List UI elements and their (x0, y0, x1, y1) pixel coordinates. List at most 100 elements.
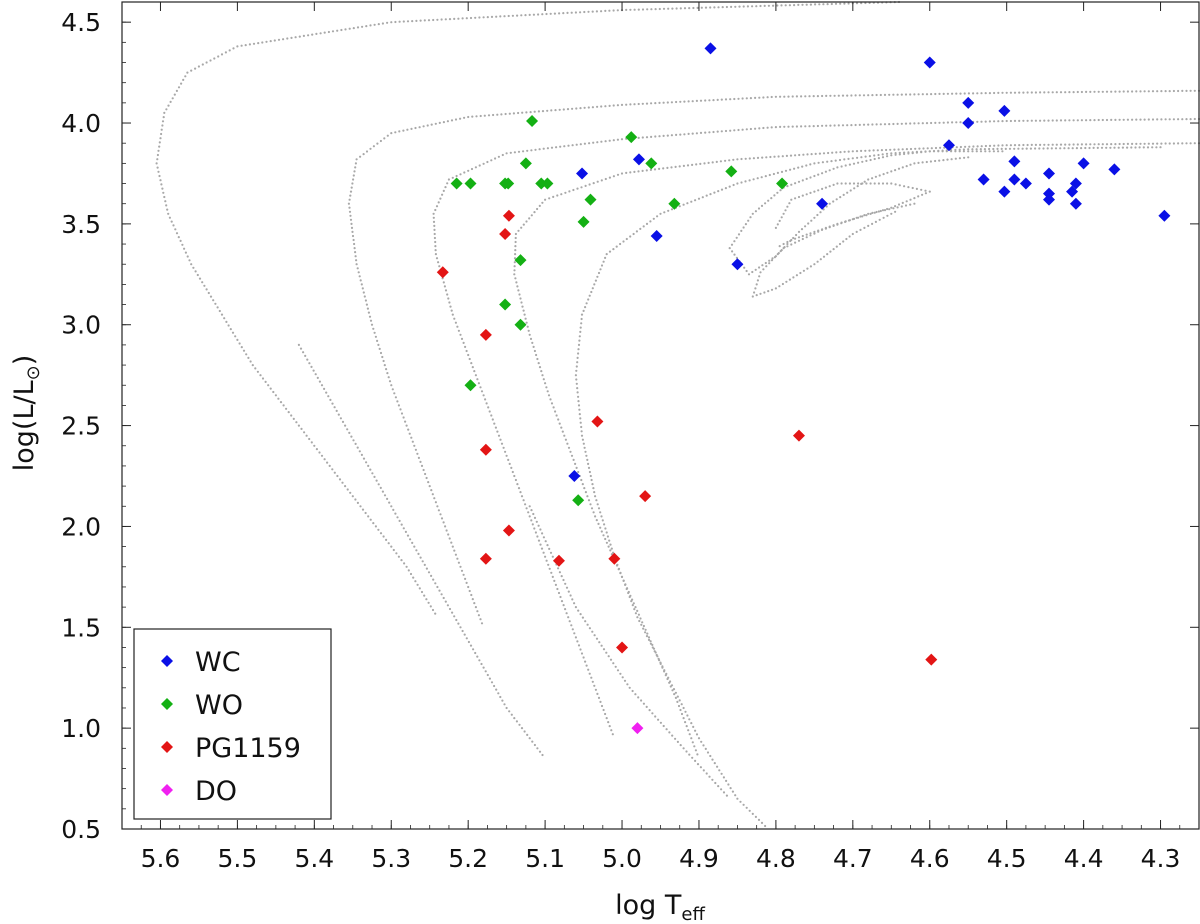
track-dot (736, 158, 739, 161)
track-dot (749, 97, 753, 100)
track-dot (348, 206, 351, 209)
track-dot (688, 733, 691, 736)
track-dot (824, 226, 828, 229)
track-dot (997, 144, 1000, 147)
track-dot (382, 535, 385, 538)
track-dot (847, 150, 850, 153)
track-dot (819, 258, 822, 261)
track-dot (1054, 147, 1058, 150)
track-dot (817, 189, 820, 192)
track-dot (894, 205, 897, 208)
track-dot (467, 169, 470, 172)
track-dot (594, 688, 598, 691)
track-dot (629, 103, 632, 106)
track-dot (591, 680, 594, 683)
track-dot (312, 369, 315, 372)
track-dot (581, 438, 585, 441)
track-dot (555, 414, 558, 417)
track-dot (808, 125, 811, 128)
track-dot (821, 187, 824, 190)
track-dot (528, 737, 531, 740)
track-dot (354, 255, 357, 258)
track-dot (420, 464, 424, 467)
track-dot (687, 132, 690, 135)
track-dot (470, 593, 473, 597)
track-dot (678, 165, 681, 168)
track-dot (608, 9, 611, 12)
track-dot (779, 189, 782, 192)
track-dot (909, 93, 912, 96)
y-tick-label: 3.0 (61, 311, 101, 340)
track-dot (424, 472, 427, 476)
track-dot (608, 139, 611, 142)
track-dot (745, 97, 748, 100)
track-dot (520, 301, 523, 304)
track-dot (794, 182, 797, 185)
track-dot (517, 289, 520, 292)
track-dot (567, 446, 571, 449)
track-dot (691, 741, 694, 744)
track-dot (1009, 91, 1013, 94)
track-dot (373, 475, 376, 478)
track-dot (496, 113, 499, 116)
track-dot (595, 10, 599, 13)
track-dot (355, 259, 358, 262)
track-dot (442, 281, 445, 284)
track-dot (730, 5, 733, 8)
track-dot (631, 604, 634, 607)
track-dot (504, 112, 507, 116)
track-dot (478, 16, 481, 19)
track-dot (352, 178, 355, 181)
track-dot (580, 186, 583, 189)
track-dot (446, 120, 449, 123)
track-dot (530, 519, 533, 522)
track-dot (408, 432, 411, 435)
track-dot (360, 283, 363, 286)
track-dot (764, 175, 767, 178)
track-dot (717, 190, 720, 193)
track-dot (468, 589, 471, 593)
track-dot (440, 18, 443, 21)
track-dot (155, 162, 158, 165)
legend-marker-do (161, 784, 173, 796)
track-dot (724, 129, 728, 133)
track-dot (379, 532, 383, 535)
track-dot (783, 95, 786, 98)
track-dot (350, 435, 353, 438)
track-dot (682, 747, 685, 750)
track-dot (858, 94, 861, 97)
track-dot (306, 358, 309, 361)
track-dot (851, 232, 854, 236)
track-dot (521, 305, 524, 308)
track-dot (571, 144, 574, 147)
track-dot (514, 245, 517, 248)
track-dot (367, 311, 370, 314)
track-dot (431, 608, 435, 612)
track-dot (904, 93, 908, 96)
track-dot (682, 706, 685, 710)
track-dot (465, 581, 468, 585)
track-dot (856, 156, 859, 159)
track-dot (699, 162, 702, 165)
track-dot (562, 12, 565, 15)
track-dot (427, 601, 430, 604)
track-dot (877, 153, 880, 157)
track-dot (365, 150, 369, 153)
track-dot (938, 159, 941, 162)
track-dot (528, 13, 531, 16)
track-dot (727, 783, 730, 786)
track-dot (580, 430, 583, 433)
track-dot (821, 172, 824, 175)
track-dot (934, 146, 938, 150)
track-dot (546, 544, 549, 547)
track-dot (629, 171, 632, 174)
track-dot (925, 122, 929, 125)
track-dot (739, 800, 742, 803)
track-dot (530, 509, 533, 512)
track-dot (674, 737, 677, 740)
track-dot (352, 174, 355, 177)
track-dot (642, 627, 645, 630)
track-dot (976, 145, 979, 148)
track-dot (539, 543, 542, 546)
